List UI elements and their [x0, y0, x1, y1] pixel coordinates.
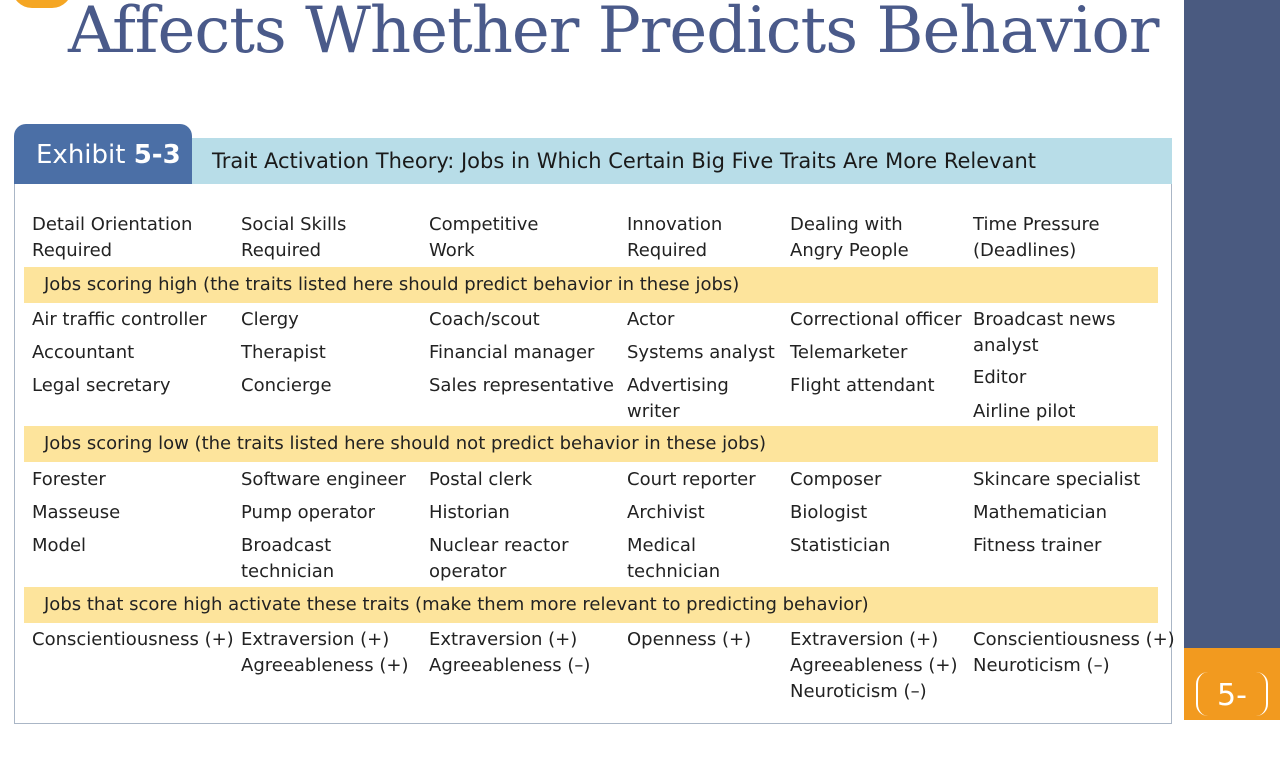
- traits-col-3: Extraversion (+) Agreeableness (–): [429, 629, 591, 676]
- low-jobs-col-6: Skincare specialist Mathematician Fitness …: [973, 469, 1141, 556]
- low-jobs-col-1: Forester Masseuse Model: [32, 469, 121, 556]
- exhibit-tab: Exhibit 5-3: [14, 124, 192, 184]
- section-band-low: Jobs scoring low (the traits listed here…: [24, 426, 1158, 462]
- exhibit-title: Trait Activation Theory: Jobs in Which C…: [192, 138, 1172, 184]
- high-jobs-col-2: Clergy Therapist Concierge: [241, 309, 332, 396]
- traits-col-6: Conscientiousness (+) Neuroticism (–): [973, 629, 1175, 676]
- exhibit-table: Exhibit 5-3 Trait Activation Theory: Job…: [14, 124, 1175, 724]
- col-header-social-skills: Social Skills Required: [241, 214, 347, 261]
- slide-title: Affects Whether Predicts Behavior: [68, 0, 1159, 68]
- low-jobs-col-4: Court reporter Archivist Medical technician: [627, 469, 756, 582]
- col-header-angry-people: Dealing with Angry People: [790, 214, 909, 261]
- col-header-competitive-work: Competitive Work: [429, 214, 539, 261]
- high-jobs-col-1: Air traffic controller Accountant Legal se…: [32, 309, 207, 396]
- traits-col-5: Extraversion (+) Agreeableness (+) Neuroti…: [790, 629, 958, 702]
- col-header-detail-orientation: Detail Orientation Required: [32, 214, 193, 261]
- col-header-innovation: Innovation Required: [627, 214, 723, 261]
- section-band-high: Jobs scoring high (the traits listed her…: [24, 267, 1158, 303]
- low-jobs-col-2: Software engineer Pump operator Broadcast t…: [241, 469, 406, 582]
- traits-col-1: Conscientiousness (+): [32, 629, 234, 650]
- high-jobs-col-3: Coach/scout Financial manager Sales repres…: [429, 309, 614, 396]
- traits-col-2: Extraversion (+) Agreeableness (+): [241, 629, 409, 676]
- high-jobs-col-4: Actor Systems analyst Advertising writer: [627, 309, 775, 422]
- right-sidebar-bar: [1184, 0, 1280, 720]
- traits-col-4: Openness (+): [627, 629, 752, 650]
- page-number: 5-16: [1196, 672, 1268, 761]
- exhibit-label: Exhibit: [36, 140, 126, 170]
- section-band-traits: Jobs that score high activate these trai…: [24, 587, 1158, 623]
- col-header-time-pressure: Time Pressure (Deadlines): [973, 214, 1100, 261]
- high-jobs-col-5: Correctional officer Telemarketer Flight a…: [790, 309, 962, 396]
- low-jobs-col-5: Composer Biologist Statistician: [790, 469, 891, 556]
- high-jobs-col-6: Broadcast news analyst Editor Airline pilot: [973, 309, 1116, 422]
- decorative-orange-shape: [12, 0, 72, 8]
- low-jobs-col-3: Postal clerk Historian Nuclear reactor oper…: [429, 469, 569, 582]
- exhibit-number: 5-3: [133, 140, 181, 170]
